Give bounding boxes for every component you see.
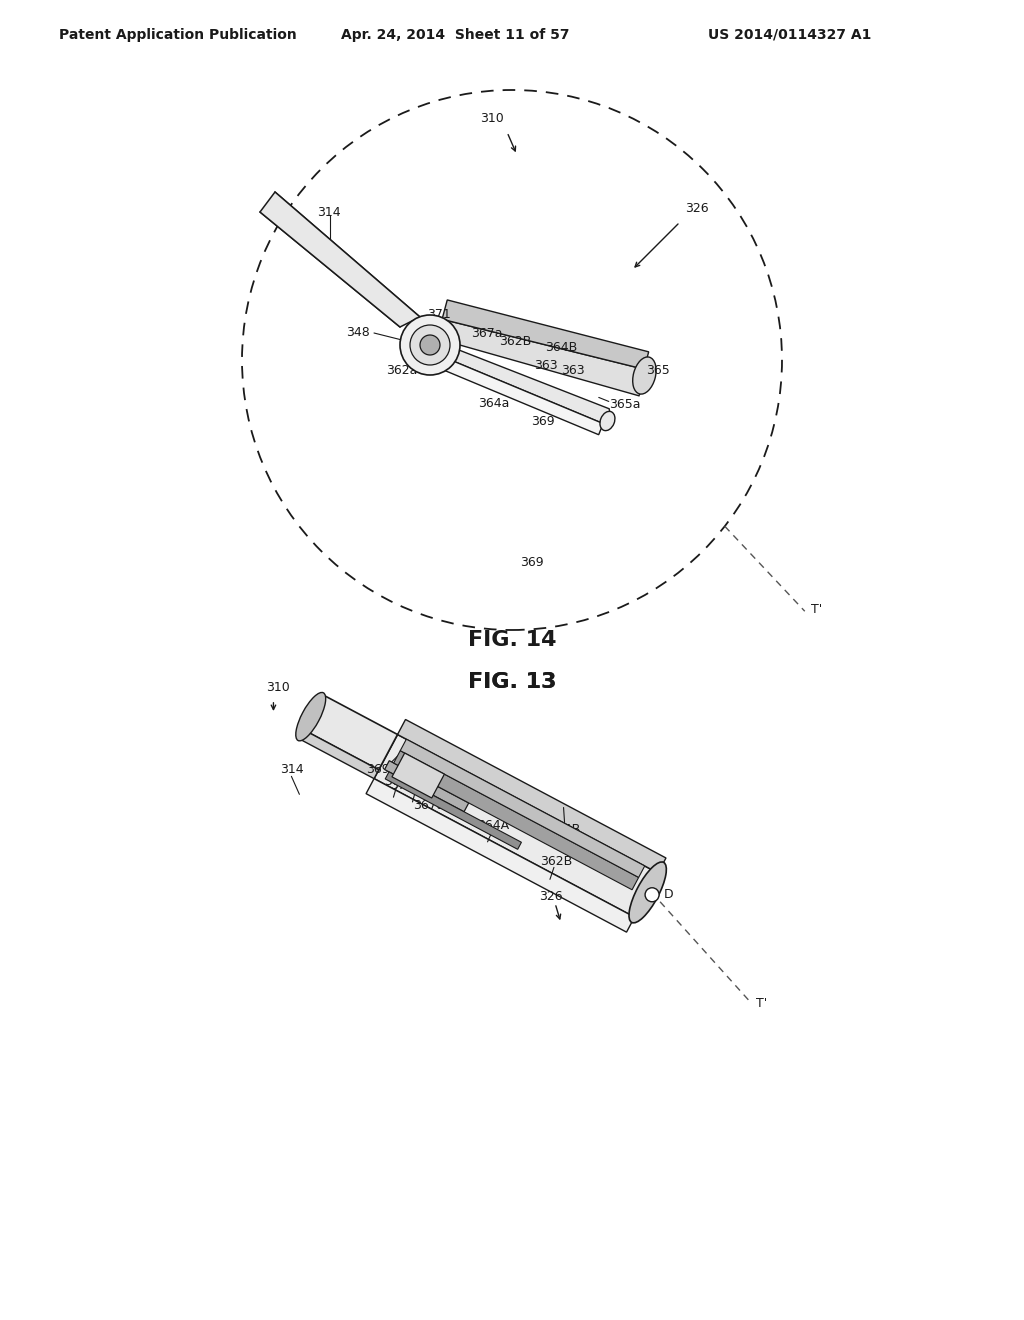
- Text: 367A: 367A: [402, 777, 434, 791]
- Ellipse shape: [600, 412, 615, 430]
- Text: 369B: 369B: [366, 763, 398, 776]
- Text: 378: 378: [384, 775, 409, 788]
- Text: 371: 371: [427, 308, 451, 321]
- Text: 369: 369: [520, 556, 544, 569]
- Polygon shape: [400, 739, 645, 878]
- Text: US 2014/0114327 A1: US 2014/0114327 A1: [709, 28, 871, 42]
- Text: 362a: 362a: [386, 363, 418, 376]
- Text: 314: 314: [317, 206, 341, 219]
- Text: 326: 326: [540, 890, 563, 903]
- Text: 371: 371: [469, 795, 493, 808]
- Polygon shape: [439, 345, 610, 424]
- Text: 362B: 362B: [540, 855, 572, 867]
- Text: 363: 363: [534, 359, 557, 372]
- Text: 310: 310: [266, 681, 291, 694]
- Text: FIG. 13: FIG. 13: [468, 672, 556, 692]
- Text: FIG. 14: FIG. 14: [468, 630, 556, 649]
- Text: 310: 310: [480, 111, 504, 124]
- Polygon shape: [392, 752, 444, 799]
- Text: 362a: 362a: [436, 351, 468, 363]
- Circle shape: [410, 325, 450, 366]
- Circle shape: [400, 315, 460, 375]
- Polygon shape: [397, 719, 666, 873]
- Polygon shape: [434, 355, 603, 434]
- Polygon shape: [442, 300, 648, 370]
- Text: 326: 326: [685, 202, 709, 214]
- Text: 365a: 365a: [609, 397, 640, 411]
- Text: T': T': [811, 603, 822, 615]
- Polygon shape: [366, 779, 635, 932]
- Text: 364B: 364B: [549, 822, 581, 836]
- Polygon shape: [374, 734, 658, 917]
- Polygon shape: [299, 730, 379, 779]
- Polygon shape: [439, 319, 645, 396]
- Polygon shape: [393, 751, 639, 890]
- Text: 367a: 367a: [471, 326, 503, 339]
- Ellipse shape: [633, 356, 656, 395]
- Text: FIG. 13: FIG. 13: [468, 672, 556, 692]
- Text: 364B: 364B: [545, 342, 577, 354]
- Polygon shape: [385, 760, 469, 812]
- Text: 363: 363: [561, 364, 585, 378]
- Text: 378a: 378a: [390, 779, 421, 792]
- Polygon shape: [260, 191, 420, 327]
- Text: 367a: 367a: [414, 799, 444, 812]
- Text: 364a: 364a: [478, 397, 509, 411]
- Ellipse shape: [629, 862, 667, 923]
- Text: 314: 314: [280, 763, 303, 776]
- Text: T': T': [757, 997, 768, 1010]
- Text: 348: 348: [346, 326, 370, 339]
- Text: 369: 369: [530, 414, 554, 428]
- Text: 362B: 362B: [499, 335, 531, 348]
- Ellipse shape: [296, 693, 326, 741]
- Text: 364A: 364A: [477, 820, 510, 833]
- Text: D: D: [664, 888, 673, 902]
- Polygon shape: [385, 772, 521, 849]
- Text: Patent Application Publication: Patent Application Publication: [59, 28, 297, 42]
- Text: Apr. 24, 2014  Sheet 11 of 57: Apr. 24, 2014 Sheet 11 of 57: [341, 28, 569, 42]
- Polygon shape: [308, 694, 397, 770]
- Circle shape: [420, 335, 440, 355]
- Circle shape: [645, 888, 659, 902]
- Text: 365: 365: [646, 364, 670, 378]
